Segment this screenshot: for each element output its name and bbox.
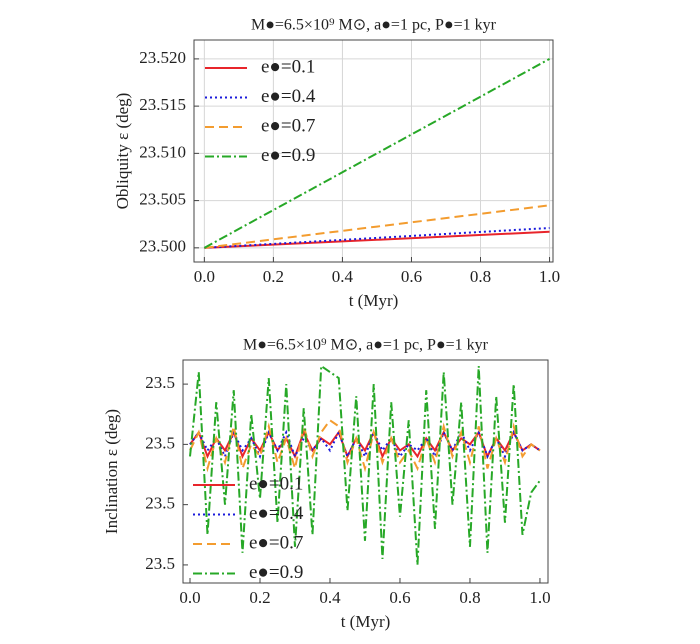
y-tick-label: 23.5: [145, 373, 175, 392]
legend-label: e●=0.7: [261, 115, 315, 136]
x-tick-label: 1.0: [529, 588, 550, 607]
y-axis-label: Inclination ε (deg): [102, 409, 121, 534]
legend-label: e●=0.4: [261, 86, 316, 107]
legend-label: e●=0.9: [249, 562, 303, 583]
series-line: [204, 230, 550, 249]
x-tick-label: 0.4: [332, 267, 354, 286]
plot-frame: [182, 359, 549, 584]
x-axis-label: t (Myr): [349, 291, 399, 310]
series-line: [189, 429, 541, 459]
x-tick-label: 0.0: [179, 588, 200, 607]
x-tick-label: 0.2: [249, 588, 270, 607]
legend-label: e●=0.4: [249, 503, 304, 524]
y-tick-label: 23.520: [139, 48, 186, 67]
legend-label: e●=0.1: [249, 473, 303, 494]
x-tick-label: 0.4: [319, 588, 341, 607]
x-tick-label: 1.0: [539, 267, 560, 286]
x-tick-label: 0.8: [459, 588, 480, 607]
x-tick-label: 0.6: [389, 588, 410, 607]
series-line: [189, 429, 541, 459]
series-line: [189, 364, 541, 565]
x-tick-label: 0.0: [194, 267, 215, 286]
legend-label: e●=0.1: [261, 56, 315, 77]
x-axis-label: t (Myr): [341, 612, 391, 631]
chart-title: M●=6.5×10⁹ M⊙, a●=1 pc, P●=1 kyr: [251, 17, 497, 34]
y-tick-label: 23.515: [139, 95, 186, 114]
y-axis-label: Obliquity ε (deg): [113, 93, 132, 210]
series-line: [189, 418, 541, 473]
plot-frame: [193, 39, 554, 263]
y-tick-label: 23.5: [145, 433, 175, 452]
x-tick-label: 0.8: [470, 267, 491, 286]
series-line: [204, 204, 550, 249]
x-tick-label: 0.6: [401, 267, 422, 286]
series-line: [203, 58, 551, 249]
series-line: [204, 226, 550, 249]
y-tick-label: 23.510: [139, 142, 186, 161]
y-tick-label: 23.5: [145, 494, 175, 513]
y-tick-label: 23.500: [139, 237, 186, 256]
y-tick-label: 23.5: [145, 554, 175, 573]
legend-label: e●=0.7: [249, 532, 303, 553]
legend-label: e●=0.9: [261, 145, 315, 166]
chart-title: M●=6.5×10⁹ M⊙, a●=1 pc, P●=1 kyr: [243, 337, 489, 354]
y-tick-label: 23.505: [139, 190, 186, 209]
x-tick-label: 0.2: [263, 267, 284, 286]
